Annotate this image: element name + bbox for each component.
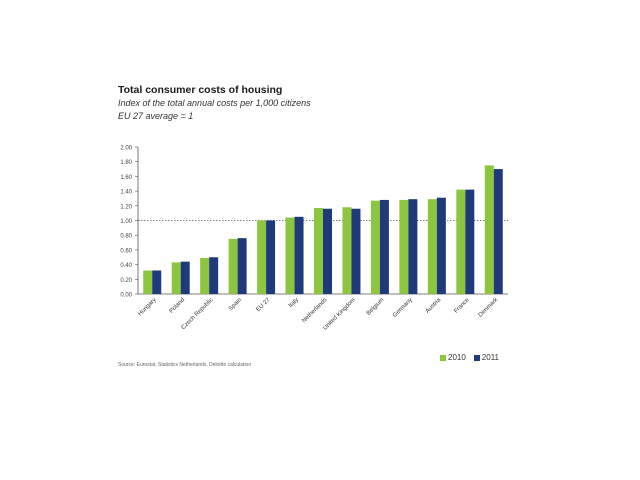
x-tick-label: Netherlands [301,297,328,324]
bar-2010-netherlands [314,208,323,294]
bar-2011-eu-27 [266,220,276,294]
y-tick-label: 1.60 [120,175,132,181]
chart-title: Total consumer costs of housing [118,84,283,96]
legend-item-2010: 2010 [440,353,466,362]
bar-2010-italy [285,217,295,294]
legend-swatch-2010 [440,354,446,361]
bar-2010-france [456,189,466,294]
x-tick-label: United Kingdom [322,297,356,331]
x-tick-label: Denmark [478,296,500,318]
chart-note: EU 27 average = 1 [118,111,194,121]
bar-2010-spain [228,238,238,294]
bar-2011-germany [408,199,418,294]
bar-2010-united-kingdom [342,207,352,294]
bar-2010-hungary [143,270,153,294]
bar-2011-poland [180,261,190,294]
bar-2010-germany [399,199,409,294]
x-tick-label: Austria [425,297,443,315]
bar-2011-italy [294,216,304,294]
legend-swatch-2011 [473,354,480,361]
x-tick-label: Germany [392,297,414,319]
x-tick-label: Spain [228,297,243,312]
chart-legend: 2010 2011 [440,353,499,362]
legend-label-2010: 2010 [448,353,466,362]
legend-label-2011: 2011 [481,353,499,362]
bar-2010-eu-27 [257,220,267,294]
x-tick-label: Italy [288,297,300,309]
bar-2011-belgium [379,199,389,294]
y-tick-label: 0.40 [120,263,132,269]
chart-subtitle: Index of the total annual costs per 1,00… [118,98,311,108]
y-tick-label: 0.00 [120,293,132,299]
x-tick-label: Poland [169,297,186,314]
bar-2010-austria [427,199,437,294]
x-tick-label: Hungary [137,297,157,317]
legend-item-2011: 2011 [473,353,499,362]
bar-2011-austria [436,197,446,294]
bar-2011-denmark [493,169,503,294]
bar-2011-france [465,189,475,294]
y-tick-label: 0.80 [120,234,132,240]
bar-2010-poland [171,262,181,294]
y-tick-label: 1.00 [120,219,132,225]
bar-2011-czech-republic [209,257,219,294]
chart-source: Source: Eurostat, Statistics Netherlands… [118,362,252,368]
x-tick-label: France [453,297,471,315]
y-tick-label: 0.20 [120,278,132,284]
y-tick-label: 1.80 [120,160,132,166]
y-tick-label: 2.00 [120,146,132,152]
x-tick-label: EU 27 [255,297,272,314]
bar-2010-belgium [370,200,380,294]
x-tick-label: Belgium [366,297,386,317]
y-tick-label: 0.60 [120,248,132,254]
bar-2011-hungary [152,270,162,294]
bar-2010-czech-republic [200,257,210,294]
bar-2010-denmark [484,165,494,294]
y-tick-label: 1.20 [120,204,132,210]
y-tick-label: 1.40 [120,190,132,196]
bar-2011-spain [237,238,247,294]
x-tick-label: Czech Republic [181,297,215,331]
bar-2011-united-kingdom [351,208,361,294]
bar-2011-netherlands [323,208,332,294]
